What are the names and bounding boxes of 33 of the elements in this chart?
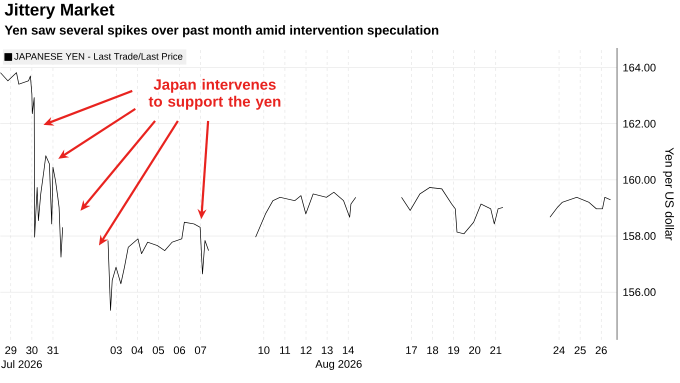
x-tick-label: 21 — [490, 346, 502, 354]
text: Aug 2026 — [315, 360, 362, 370]
x-tick-label: 25 — [574, 346, 586, 354]
y-tick-label: 162.00 — [623, 120, 656, 128]
x-tick-label: 03 — [110, 346, 122, 354]
x-tick-label: 20 — [469, 346, 480, 354]
x-tick-label: 10 — [258, 346, 270, 354]
y-tick-label: 164.00 — [623, 64, 656, 72]
legend-label: JAPANESE YEN - Last Trade/Last Price — [14, 52, 182, 60]
x-tick-label: 31 — [47, 346, 59, 354]
chart-subtitle: Yen saw several spikes over past month amid intervention speculation — [4, 25, 438, 38]
chart-title: Jittery Market — [4, 3, 114, 20]
text: Jul 2026 — [1, 360, 42, 368]
x-tick-label: 12 — [300, 346, 312, 354]
x-tick-label: 26 — [596, 346, 607, 354]
x-tick-label: 30 — [26, 346, 38, 354]
x-tick-label: 04 — [132, 346, 144, 354]
y-tick-label: 160.00 — [623, 176, 656, 184]
x-tick-label: 18 — [427, 346, 438, 354]
x-tick-label: 14 — [342, 346, 354, 354]
annotation: Japan intervenes to support the yen — [148, 78, 280, 110]
y-tick-label: 156.00 — [623, 288, 656, 296]
x-tick-label: 19 — [448, 346, 460, 354]
x-tick-label: 17 — [406, 346, 417, 354]
y-tick-label: 158.00 — [623, 232, 656, 240]
x-tick-label: 13 — [322, 346, 333, 354]
y-axis-title: Yen per US dollar — [662, 148, 674, 240]
x-tick-label: 29 — [5, 346, 16, 354]
x-tick-label: 24 — [554, 346, 565, 354]
x-tick-label: 11 — [280, 346, 290, 354]
x-tick-label: 07 — [194, 346, 206, 354]
x-tick-label: 06 — [174, 346, 186, 354]
x-tick-label: 05 — [152, 346, 164, 354]
